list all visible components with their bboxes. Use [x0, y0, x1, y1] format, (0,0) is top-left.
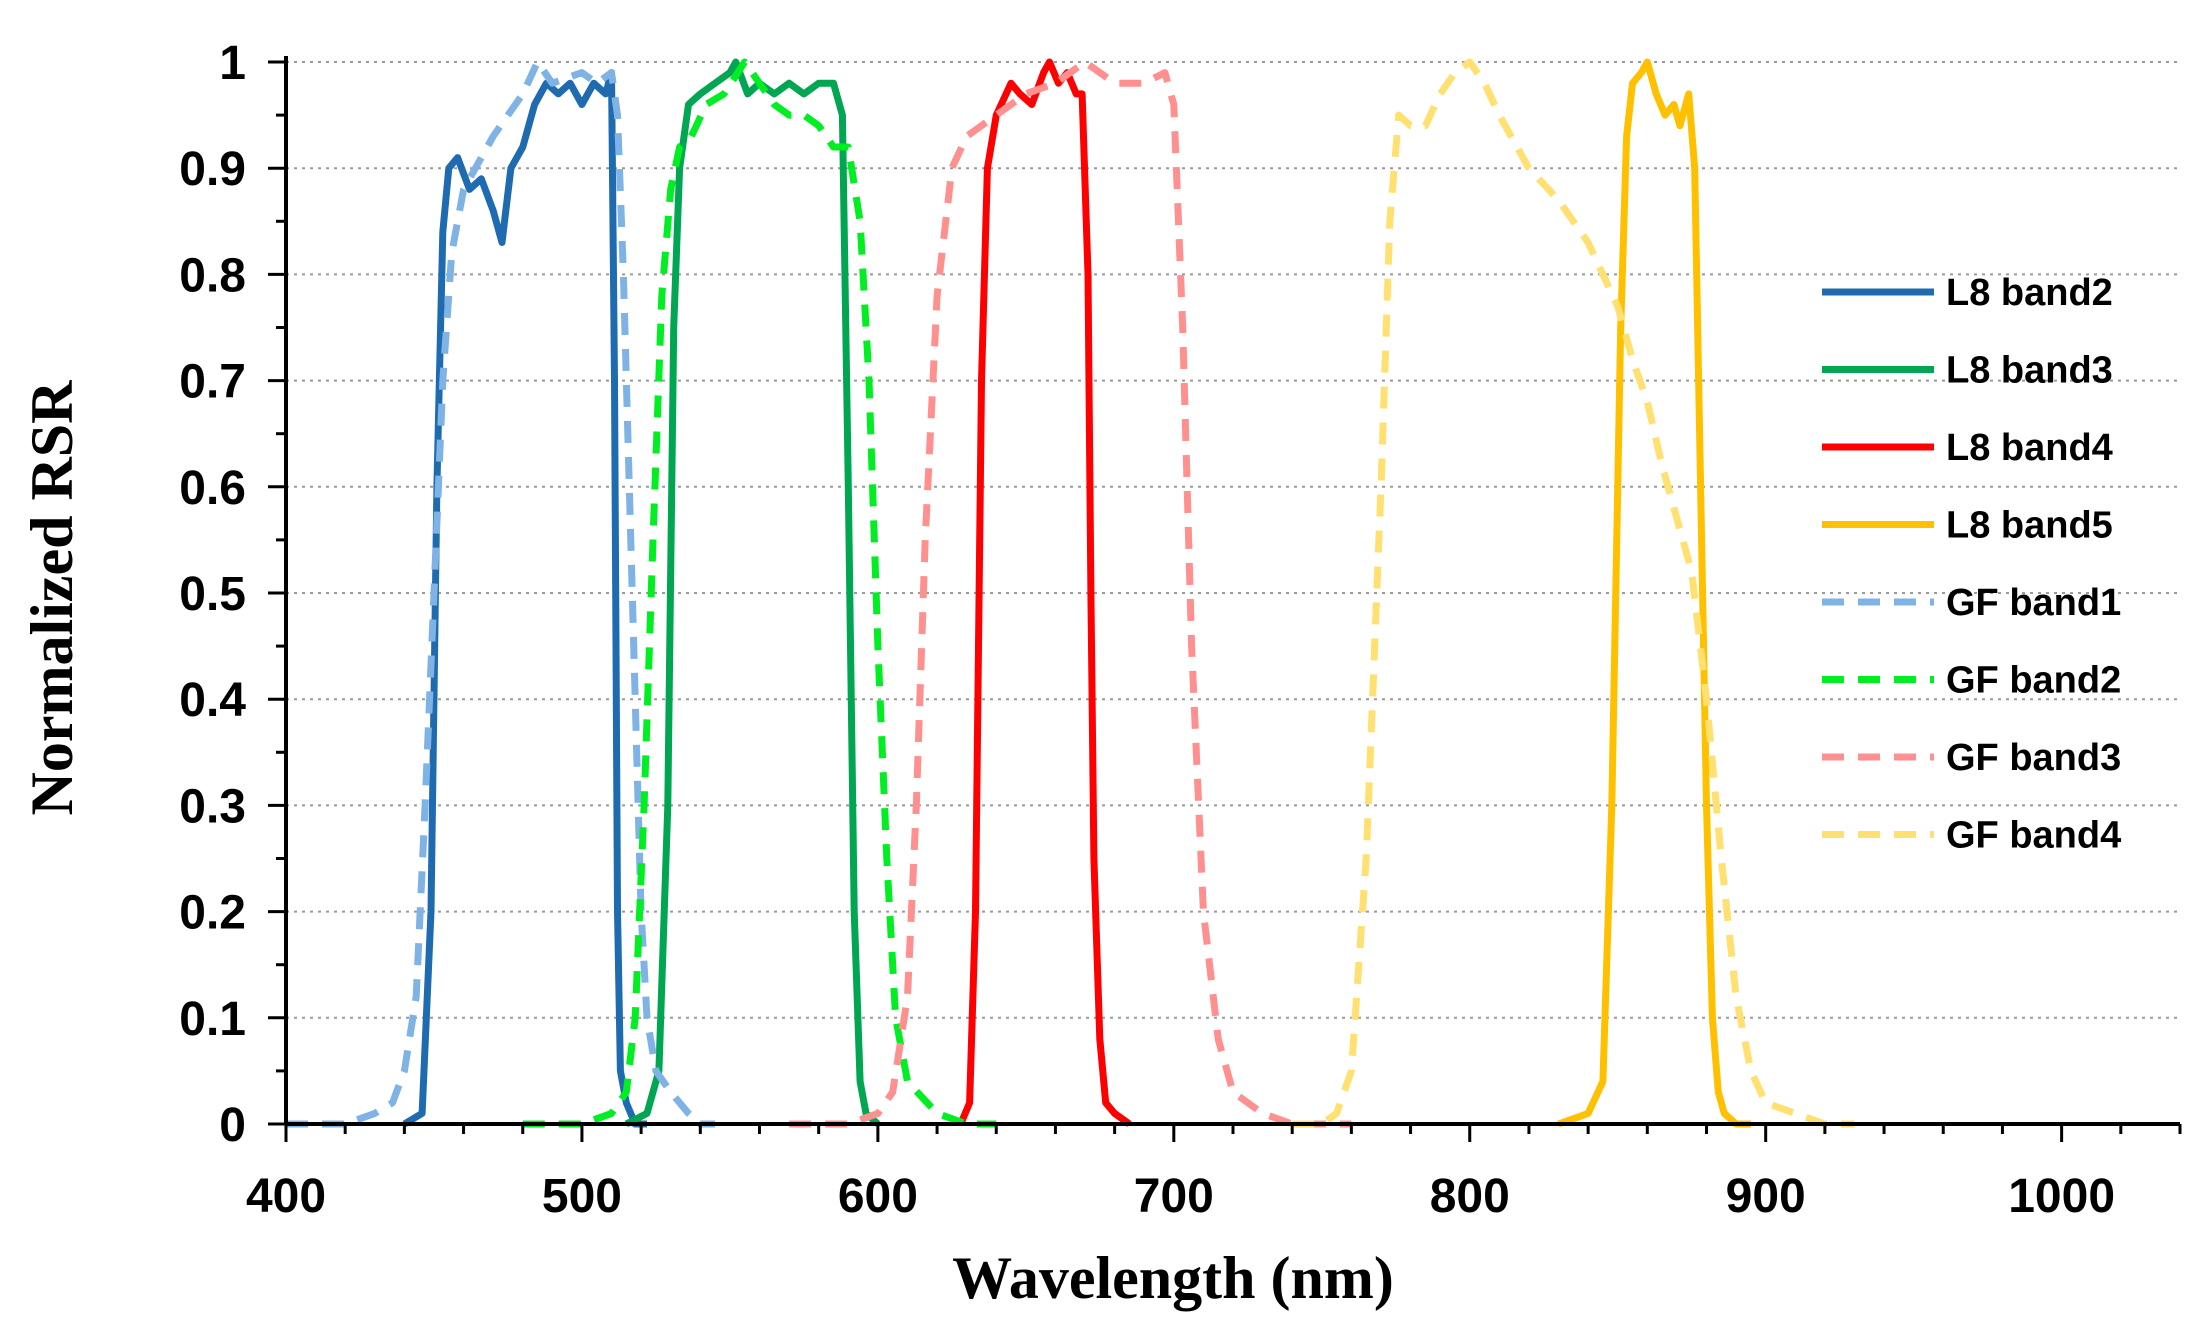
- legend: L8 band2 L8 band3 L8 band4 L8 band5 GF band1…: [1822, 272, 2121, 857]
- x-tick-label: 1000: [2008, 1170, 2115, 1223]
- legend-label-l8-band2: L8 band2: [1946, 272, 2113, 314]
- series-layer: [286, 58, 1855, 1128]
- y-tick-label: 0: [219, 1099, 246, 1152]
- y-tick-label: 0.7: [179, 356, 246, 409]
- y-tick-label: 0.8: [179, 249, 246, 302]
- y-tick-label: 1: [219, 37, 246, 90]
- y-tick-label: 0.2: [179, 887, 246, 940]
- series-line-l8-band5: [1557, 58, 1751, 1128]
- legend-label-gf-band2: GF band2: [1946, 660, 2121, 702]
- y-axis-title: Normalized RSR: [19, 380, 85, 816]
- legend-label-gf-band1: GF band1: [1946, 582, 2121, 624]
- x-tick-label: 900: [1726, 1170, 1806, 1223]
- y-tick-label: 0.9: [179, 143, 246, 196]
- legend-label-l8-band5: L8 band5: [1946, 505, 2113, 547]
- y-tick-label: 0.4: [179, 674, 246, 727]
- legend-label-gf-band4: GF band4: [1946, 815, 2121, 857]
- series-line-gf-band1: [286, 58, 716, 1128]
- x-tick-label: 500: [542, 1170, 622, 1223]
- axis-layer: [268, 56, 2182, 1142]
- series-line-gf-band3: [789, 58, 1352, 1128]
- x-axis-title: Wavelength (nm): [952, 1245, 1394, 1311]
- series-line-gf-band4: [1292, 58, 1855, 1128]
- legend-label-l8-band4: L8 band4: [1946, 427, 2113, 469]
- x-tick-label: 800: [1430, 1170, 1510, 1223]
- y-tick-label: 0.5: [179, 568, 246, 621]
- grid-layer: [286, 61, 2180, 1019]
- series-line-l8-band2: [402, 69, 647, 1128]
- x-tick-label: 600: [838, 1170, 918, 1223]
- series-line-l8-band4: [957, 58, 1132, 1127]
- series-line-gf-band2: [522, 58, 997, 1128]
- series-line-l8-band3: [624, 58, 881, 1128]
- legend-label-l8-band3: L8 band3: [1946, 350, 2113, 392]
- y-tick-label: 0.6: [179, 462, 246, 515]
- x-tick-label: 700: [1134, 1170, 1214, 1223]
- tick-label-layer: 0 0.1 0.2 0.3 0.4 0.5 0.6 0.7 0.8 0.9 1 400 500 600 70…: [179, 37, 2115, 1223]
- y-tick-label: 0.1: [179, 993, 246, 1046]
- y-tick-label: 0.3: [179, 780, 246, 833]
- x-tick-label: 400: [246, 1170, 326, 1223]
- legend-label-gf-band3: GF band3: [1946, 737, 2121, 779]
